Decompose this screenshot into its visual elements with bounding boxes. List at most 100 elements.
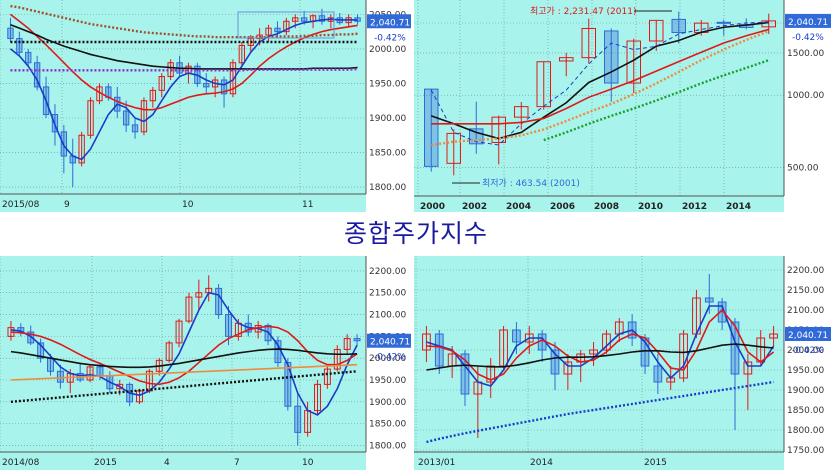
candle-body <box>25 51 32 64</box>
candle-body <box>274 27 281 33</box>
x-tick-label: 10 <box>302 458 314 468</box>
candle-body <box>136 390 143 403</box>
x-tick-label: 4 <box>164 458 170 468</box>
x-tick-label: 2002 <box>462 202 487 212</box>
series-line-blue-dots <box>426 380 774 444</box>
yearly-chart-svg: 2000.001500.001000.00500.002000200220042… <box>414 0 832 212</box>
y-tick-label: 1950.00 <box>369 376 406 386</box>
candle-body <box>122 110 130 126</box>
series-line-red <box>9 13 358 111</box>
series-line-black <box>10 348 358 369</box>
candle-body <box>7 27 14 40</box>
x-tick-label: 11 <box>302 200 313 210</box>
x-tick-label: 2012 <box>682 202 707 212</box>
x-tick-label: 2000 <box>420 202 445 212</box>
x-tick-label: 2014 <box>726 202 751 212</box>
page-title: 종합주가지수 <box>343 219 488 248</box>
annotation-high: 최고가 : 2,231.47 (2011) <box>530 6 636 17</box>
y-tick-label: 1000.00 <box>787 91 824 101</box>
y-tick-label: 1800.00 <box>787 426 824 436</box>
candle-body <box>16 38 23 53</box>
y-tick-label: 2000.00 <box>369 354 406 364</box>
candle-body <box>333 348 341 370</box>
candle-body <box>158 76 165 91</box>
x-tick-label: 2006 <box>550 202 575 212</box>
candle-body <box>563 361 573 375</box>
candle-body <box>756 337 766 363</box>
candle-body <box>653 365 663 383</box>
candle-body <box>422 333 431 351</box>
series-line-red <box>10 325 358 386</box>
y-axis-background <box>366 256 412 470</box>
price-tag: 2,040.71 <box>370 338 410 348</box>
candle-body <box>27 331 35 344</box>
price-tag: 2,040.71 <box>788 331 828 341</box>
x-tick-label: 2014/08 <box>2 458 40 468</box>
y-tick-label: 1950.00 <box>369 79 406 89</box>
candle-body <box>283 20 290 33</box>
y-tick-label: 1850.00 <box>787 406 824 416</box>
candle-body <box>460 353 470 395</box>
candle-body <box>536 61 551 108</box>
candle-body <box>704 297 714 303</box>
candle-body <box>300 17 308 22</box>
change-tag: -0.42% <box>374 33 406 43</box>
x-tick-label: 2008 <box>594 202 619 212</box>
candle-body <box>225 314 232 337</box>
candle-body <box>314 383 321 412</box>
series-line-orange <box>431 29 770 147</box>
candle-body <box>716 21 731 24</box>
x-tick-label: 2010 <box>638 202 663 212</box>
candle-body <box>229 62 237 95</box>
y-axis-background <box>366 0 412 212</box>
y-tick-label: 1900.00 <box>369 398 406 408</box>
candle-body <box>56 370 64 383</box>
candle-body <box>447 353 457 367</box>
y-tick-label: 500.00 <box>787 163 819 173</box>
candle-body <box>343 338 351 350</box>
y-tick-label: 1800.00 <box>369 183 406 193</box>
panel-daily-chart: 2050.002000.001950.001900.001850.001800.… <box>0 0 412 212</box>
y-axis-background <box>784 0 832 212</box>
candle-body <box>353 338 361 342</box>
panel-weekly-chart: 2200.002150.002100.002050.002000.001950.… <box>0 256 412 470</box>
x-tick-label: 2015 <box>644 458 667 468</box>
candle-body <box>604 30 619 84</box>
candle-body <box>131 124 139 133</box>
candle-body <box>473 381 483 395</box>
candle-body <box>284 362 292 407</box>
candle-body <box>424 88 439 167</box>
price-tag-box <box>785 327 831 341</box>
candle-body <box>550 349 560 375</box>
candle-body <box>446 132 461 164</box>
series-line-black <box>430 21 769 140</box>
annotation-low: 최저가 : 463.54 (2001) <box>482 178 580 189</box>
x-tick-label: 2015 <box>94 458 117 468</box>
candle-body <box>559 57 574 62</box>
candle-body <box>165 342 173 361</box>
plot-background <box>414 0 784 212</box>
candle-body <box>512 329 521 343</box>
y-tick-label: 2100.00 <box>369 311 406 321</box>
series-line-black-dots <box>10 370 358 404</box>
daily-chart-svg: 2050.002000.001950.001900.001850.001800.… <box>0 0 412 212</box>
x-tick-label: 9 <box>64 200 70 210</box>
change-tag: -0.42% <box>374 353 406 363</box>
panel-yearly-chart: 2000.001500.001000.00500.002000200220042… <box>414 0 832 212</box>
candle-body <box>292 17 299 22</box>
candle-body <box>265 27 272 36</box>
candle-body <box>323 368 331 385</box>
candle-body <box>37 342 45 359</box>
candle-body <box>149 89 157 102</box>
y-tick-label: 2200.00 <box>369 267 406 277</box>
weekly-chart-svg: 2200.002150.002100.002050.002000.001950.… <box>0 256 412 470</box>
monthly-chart-svg: 2200.002150.002100.002050.002000.001950.… <box>414 256 832 470</box>
candle-body <box>318 15 326 22</box>
candle-body <box>304 410 312 433</box>
y-tick-label: 1750.00 <box>787 446 824 456</box>
candle-body <box>649 19 664 42</box>
x-tick-label: 2015/08 <box>2 200 40 210</box>
candle-body <box>78 134 85 164</box>
candle-body <box>87 100 94 136</box>
candle-body <box>220 79 228 95</box>
